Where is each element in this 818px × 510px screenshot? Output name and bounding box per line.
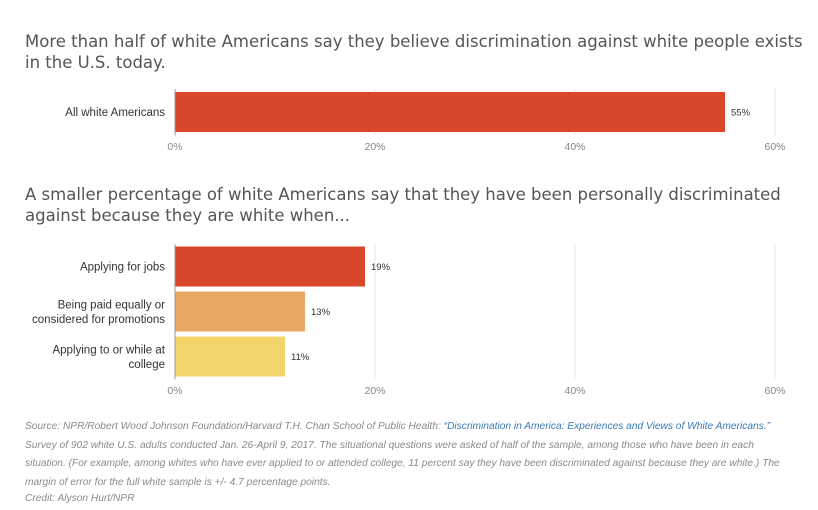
- data-label: 13%: [311, 307, 331, 318]
- chart-1-title: More than half of white Americans say th…: [25, 32, 803, 72]
- source-link[interactable]: “Discrimination in America: Experiences …: [443, 421, 770, 432]
- tick-label: 40%: [564, 141, 585, 153]
- bar: [175, 336, 285, 377]
- tick-label: 60%: [764, 141, 785, 153]
- bar: [175, 291, 305, 332]
- tick-label: 40%: [564, 385, 585, 397]
- chart-1: 55% All white Americans 0% 20% 40% 60%: [65, 89, 786, 153]
- source-note: Source: NPR/Robert Wood Johnson Foundati…: [25, 418, 795, 492]
- credit: Credit: Alyson Hurt/NPR: [25, 493, 135, 504]
- bar: [175, 92, 725, 132]
- tick-label: 20%: [364, 385, 385, 397]
- data-label: 19%: [371, 262, 391, 273]
- category-label: Being paid equally or: [58, 299, 166, 311]
- chart-2: 19% Applying for jobs 13% Being paid equall…: [32, 244, 786, 397]
- data-label: 55%: [731, 108, 751, 119]
- category-label: considered for promotions: [32, 314, 165, 326]
- category-label: All white Americans: [65, 107, 165, 119]
- category-label: college: [129, 359, 165, 371]
- tick-label: 0%: [167, 385, 182, 397]
- category-label: Applying for jobs: [80, 262, 165, 274]
- tick-label: 0%: [167, 141, 182, 153]
- source-prefix: Source: NPR/Robert Wood Johnson Foundati…: [25, 421, 444, 432]
- tick-label: 60%: [764, 385, 785, 397]
- category-label: Applying to or while at: [52, 344, 165, 356]
- chart-2-title: A smaller percentage of white Americans …: [25, 185, 781, 225]
- source-details: Survey of 902 white U.S. adults conducte…: [25, 439, 780, 488]
- tick-label: 20%: [364, 141, 385, 153]
- data-label: 11%: [291, 352, 310, 363]
- bar: [175, 246, 365, 287]
